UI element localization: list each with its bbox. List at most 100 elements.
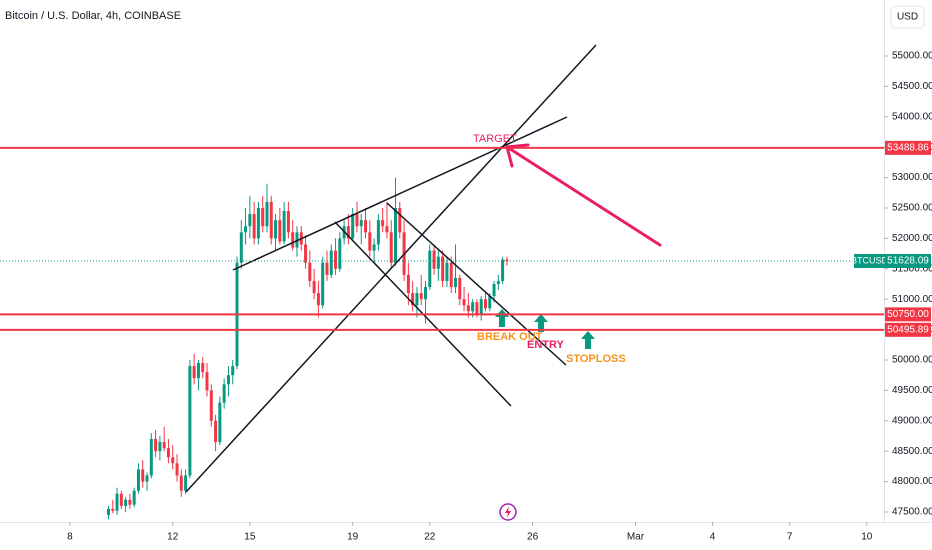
candle-body [312,280,316,294]
up-arrow [534,314,548,332]
candle-body [154,439,158,452]
annotation: TARGET [473,133,517,145]
candle-body [111,508,115,511]
candle-body [269,201,273,239]
candle-body [184,475,188,491]
candle-body [261,207,265,227]
candle-body [338,238,342,269]
candle-body [201,363,205,373]
level-label-box [885,140,931,155]
level-label: 50495.89 [887,324,929,335]
candle-body [423,287,427,300]
candle-body [308,262,312,281]
currency-button[interactable] [890,5,925,29]
candle-body [466,305,470,312]
candle-body [248,214,252,227]
candle-body [286,211,290,233]
x-tick-label: 8 [67,532,73,543]
level-label-box [885,322,931,337]
candle-body [329,250,333,275]
candle-body [325,262,329,275]
level-label: 50750.00 [887,309,929,320]
x-tick-label: Mar [627,532,645,543]
candle-body [501,259,505,281]
candle-body [252,214,256,239]
candle-body [274,220,278,239]
candle-body [411,293,415,306]
x-tick-label: 15 [244,532,256,543]
candle-body [171,457,175,464]
last-price-label: 51628.09 [887,256,929,267]
y-tick-label: 55000.00 [892,51,932,62]
candle-body [445,262,449,281]
candle-body [346,226,350,239]
icon-ring[interactable] [499,503,517,521]
candle-body [115,493,119,511]
currency-label[interactable]: USD [897,12,918,23]
y-tick-label: 54000.00 [892,111,932,122]
candle-body [359,220,363,227]
candle-body [381,220,385,227]
candle-body [462,299,466,306]
y-tick-label: 48000.00 [892,476,932,487]
x-tick-label: 26 [527,532,539,543]
candle-body [432,250,436,269]
candle-body [471,302,475,312]
candle-body [239,232,243,263]
candle-body [483,299,487,309]
candle-body [419,293,423,300]
candle-body [166,448,170,458]
annotation: ENTRY [527,339,565,351]
candle-body [132,490,136,505]
candle-body [458,277,462,300]
y-tick-label: 53000.00 [892,172,932,183]
annotation: STOPLOSS [566,353,626,365]
candle-body [355,214,359,227]
candle-body [209,390,213,421]
candle-body [368,232,372,251]
candle-body [479,299,483,315]
candle-body [141,469,145,482]
y-tick-label: 49000.00 [892,415,932,426]
overlay: 53488.86 50750.00 50495.89 BTCUSD 51628.09 [0,140,931,337]
candle-body [282,211,286,242]
candle-body [179,475,183,491]
candle-body [226,375,230,385]
candle-body [175,463,179,476]
candle-body [492,283,496,297]
arrow-shaft [505,145,662,247]
last-price-box [885,253,931,268]
trend-line [232,116,568,271]
candle-body [334,250,338,269]
y-tick-label: 49500.00 [892,385,932,396]
candle-body [218,402,222,443]
candle-body [376,220,380,245]
candle-body [428,250,432,288]
candle-body [321,262,325,306]
x-tick-label: 12 [167,532,179,543]
plot: 47500.00 48000.00 48500.00 49000.00 49500.00… [67,51,932,543]
y-tick-label: 50000.00 [892,355,932,366]
candle-body [192,366,196,379]
level-label-box [885,307,931,322]
replay-icon[interactable] [499,503,517,521]
candle-body [449,262,453,288]
candle-body [291,232,295,248]
y-tick-label: 52500.00 [892,203,932,214]
candle-body [304,244,308,263]
candle-body [505,259,509,261]
icon-bolt[interactable] [505,506,511,518]
candle-body [231,366,235,376]
candle-body [196,363,200,379]
trend-line [386,202,567,366]
candle-body [496,280,500,284]
y-tick-label: 47500.00 [892,507,932,518]
candle-body [389,232,393,263]
candle-body [441,256,445,281]
up-arrow [581,331,595,349]
candle-body [394,207,398,263]
candle-body [162,442,166,449]
candle-body [385,226,389,233]
candle-body [124,499,128,506]
